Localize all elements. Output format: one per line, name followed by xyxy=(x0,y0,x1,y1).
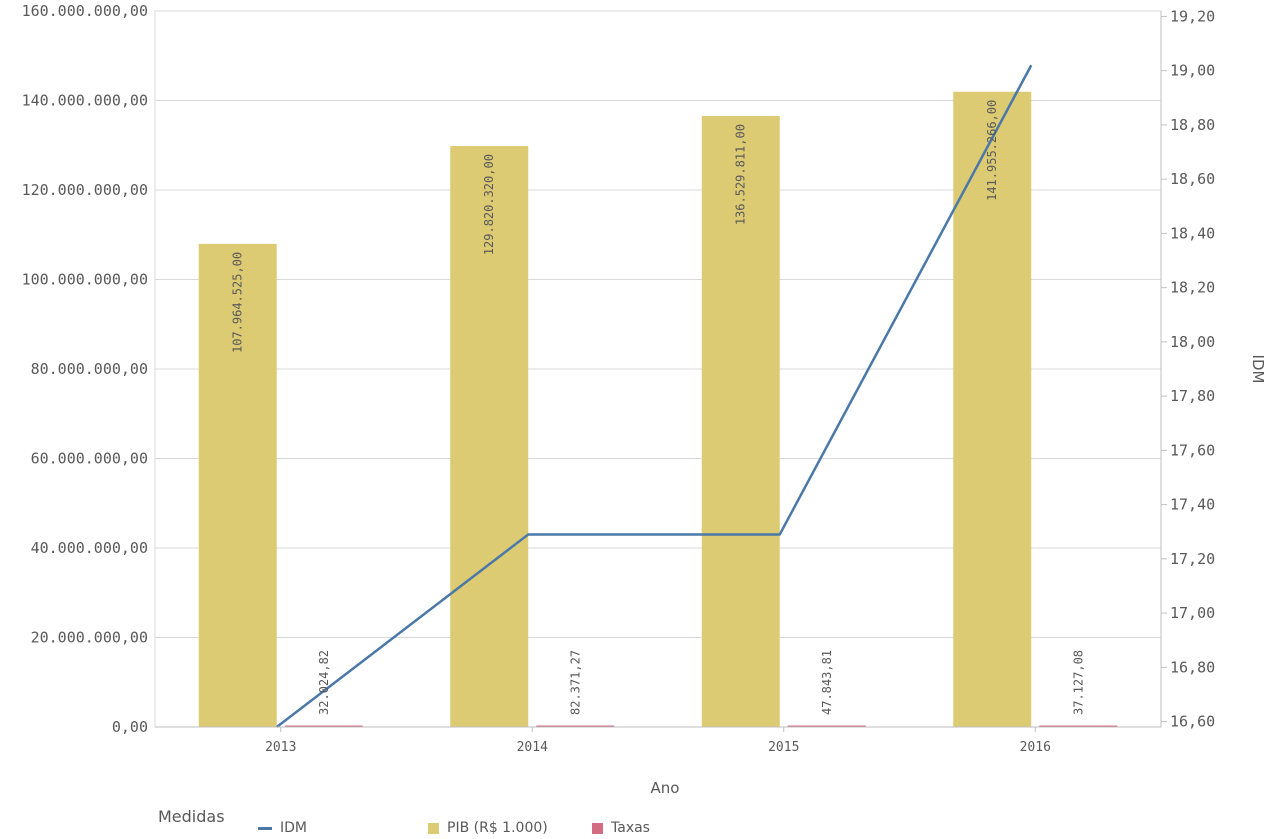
y-left-tick-label: 20.000.000,00 xyxy=(31,629,148,647)
y-axis-right-title: IDM xyxy=(1249,355,1267,384)
legend-label-taxas: Taxas xyxy=(611,820,650,836)
bar-taxas[interactable] xyxy=(536,725,615,728)
data-label-pib: 107.964.525,00 xyxy=(231,252,245,353)
data-label-taxas: 82.371,27 xyxy=(568,650,582,715)
bar-taxas[interactable] xyxy=(1039,725,1118,728)
legend-label-pib: PIB (R$ 1.000) xyxy=(447,820,548,836)
data-label-pib: 141.955.266,00 xyxy=(985,100,999,201)
bar-pib[interactable] xyxy=(953,91,1032,727)
legend-item-taxas[interactable]: Taxas xyxy=(592,820,650,836)
legend-item-idm[interactable]: IDM xyxy=(258,820,307,836)
bar-taxas[interactable] xyxy=(787,725,866,728)
y-right-tick-label: 19,00 xyxy=(1170,62,1215,80)
legend-item-pib[interactable]: PIB (R$ 1.000) xyxy=(428,820,548,836)
idm-line[interactable] xyxy=(275,64,1033,728)
x-tick-label: 2013 xyxy=(265,740,296,755)
bar-pib[interactable] xyxy=(701,116,780,727)
y-right-tick-label: 17,20 xyxy=(1170,550,1215,568)
legend-label-idm: IDM xyxy=(280,820,307,836)
legend-swatch-pib xyxy=(428,822,439,834)
bar-pib[interactable] xyxy=(450,146,529,727)
x-axis-title: Ano xyxy=(651,779,680,797)
y-right-tick-label: 18,60 xyxy=(1170,170,1215,188)
data-label-taxas: 32.024,82 xyxy=(317,650,331,715)
bar-pib[interactable] xyxy=(198,243,277,727)
data-labels: 107.964.525,00 32.024,82 129.820.320,00 82.… xyxy=(231,100,1086,715)
y-right-tick-label: 18,40 xyxy=(1170,224,1215,242)
x-tick-label: 2015 xyxy=(768,740,799,755)
y-left-tick-label: 160.000.000,00 xyxy=(22,2,148,20)
bar-taxas[interactable] xyxy=(284,725,363,728)
y-left-tick-label: 80.000.000,00 xyxy=(31,360,148,378)
y-right-tick-label: 17,80 xyxy=(1170,387,1215,405)
x-tick-label: 2016 xyxy=(1020,740,1051,755)
y-left-tick-label: 0,00 xyxy=(112,718,148,736)
y-right-tick-label: 19,20 xyxy=(1170,7,1215,25)
idm-line-group[interactable] xyxy=(275,64,1033,728)
y-left-tick-label: 140.000.000,00 xyxy=(22,92,148,110)
y-right-tick-label: 17,40 xyxy=(1170,496,1215,514)
legend-swatch-idm xyxy=(258,826,272,830)
data-label-taxas: 47.843,81 xyxy=(820,650,834,715)
y-right-tick-label: 16,80 xyxy=(1170,658,1215,676)
y-left-tick-label: 120.000.000,00 xyxy=(22,181,148,199)
legend-title: Medidas xyxy=(158,807,225,826)
y-right-tick-label: 16,60 xyxy=(1170,713,1215,731)
y-left-tick-label: 60.000.000,00 xyxy=(31,450,148,468)
data-label-pib: 129.820.320,00 xyxy=(482,154,496,255)
y-left-tick-label: 100.000.000,00 xyxy=(22,271,148,289)
y-right-tick-label: 17,60 xyxy=(1170,441,1215,459)
y-right-tick-label: 18,80 xyxy=(1170,116,1215,134)
y-left-tick-label: 40.000.000,00 xyxy=(31,539,148,557)
y-right-tick-label: 17,00 xyxy=(1170,604,1215,622)
y-right-tick-label: 18,20 xyxy=(1170,279,1215,297)
x-tick-label: 2014 xyxy=(517,740,548,755)
y-axis-right: 16,60 16,80 17,00 17,20 17,40 17,60 17,80 18,00… xyxy=(1160,7,1215,731)
legend-swatch-taxas xyxy=(592,822,603,834)
y-right-tick-label: 18,00 xyxy=(1170,333,1215,351)
combo-chart: 107.964.525,00 32.024,82 129.820.320,00 82.… xyxy=(22,2,1267,797)
y-axis-left: 0,00 20.000.000,00 40.000.000,00 60.000.000… xyxy=(22,2,148,736)
data-label-pib: 136.529.811,00 xyxy=(734,124,748,225)
bars[interactable] xyxy=(198,91,1118,728)
data-label-taxas: 37.127,08 xyxy=(1071,650,1085,715)
x-axis: 2013 2014 2015 2016 xyxy=(155,726,1161,755)
